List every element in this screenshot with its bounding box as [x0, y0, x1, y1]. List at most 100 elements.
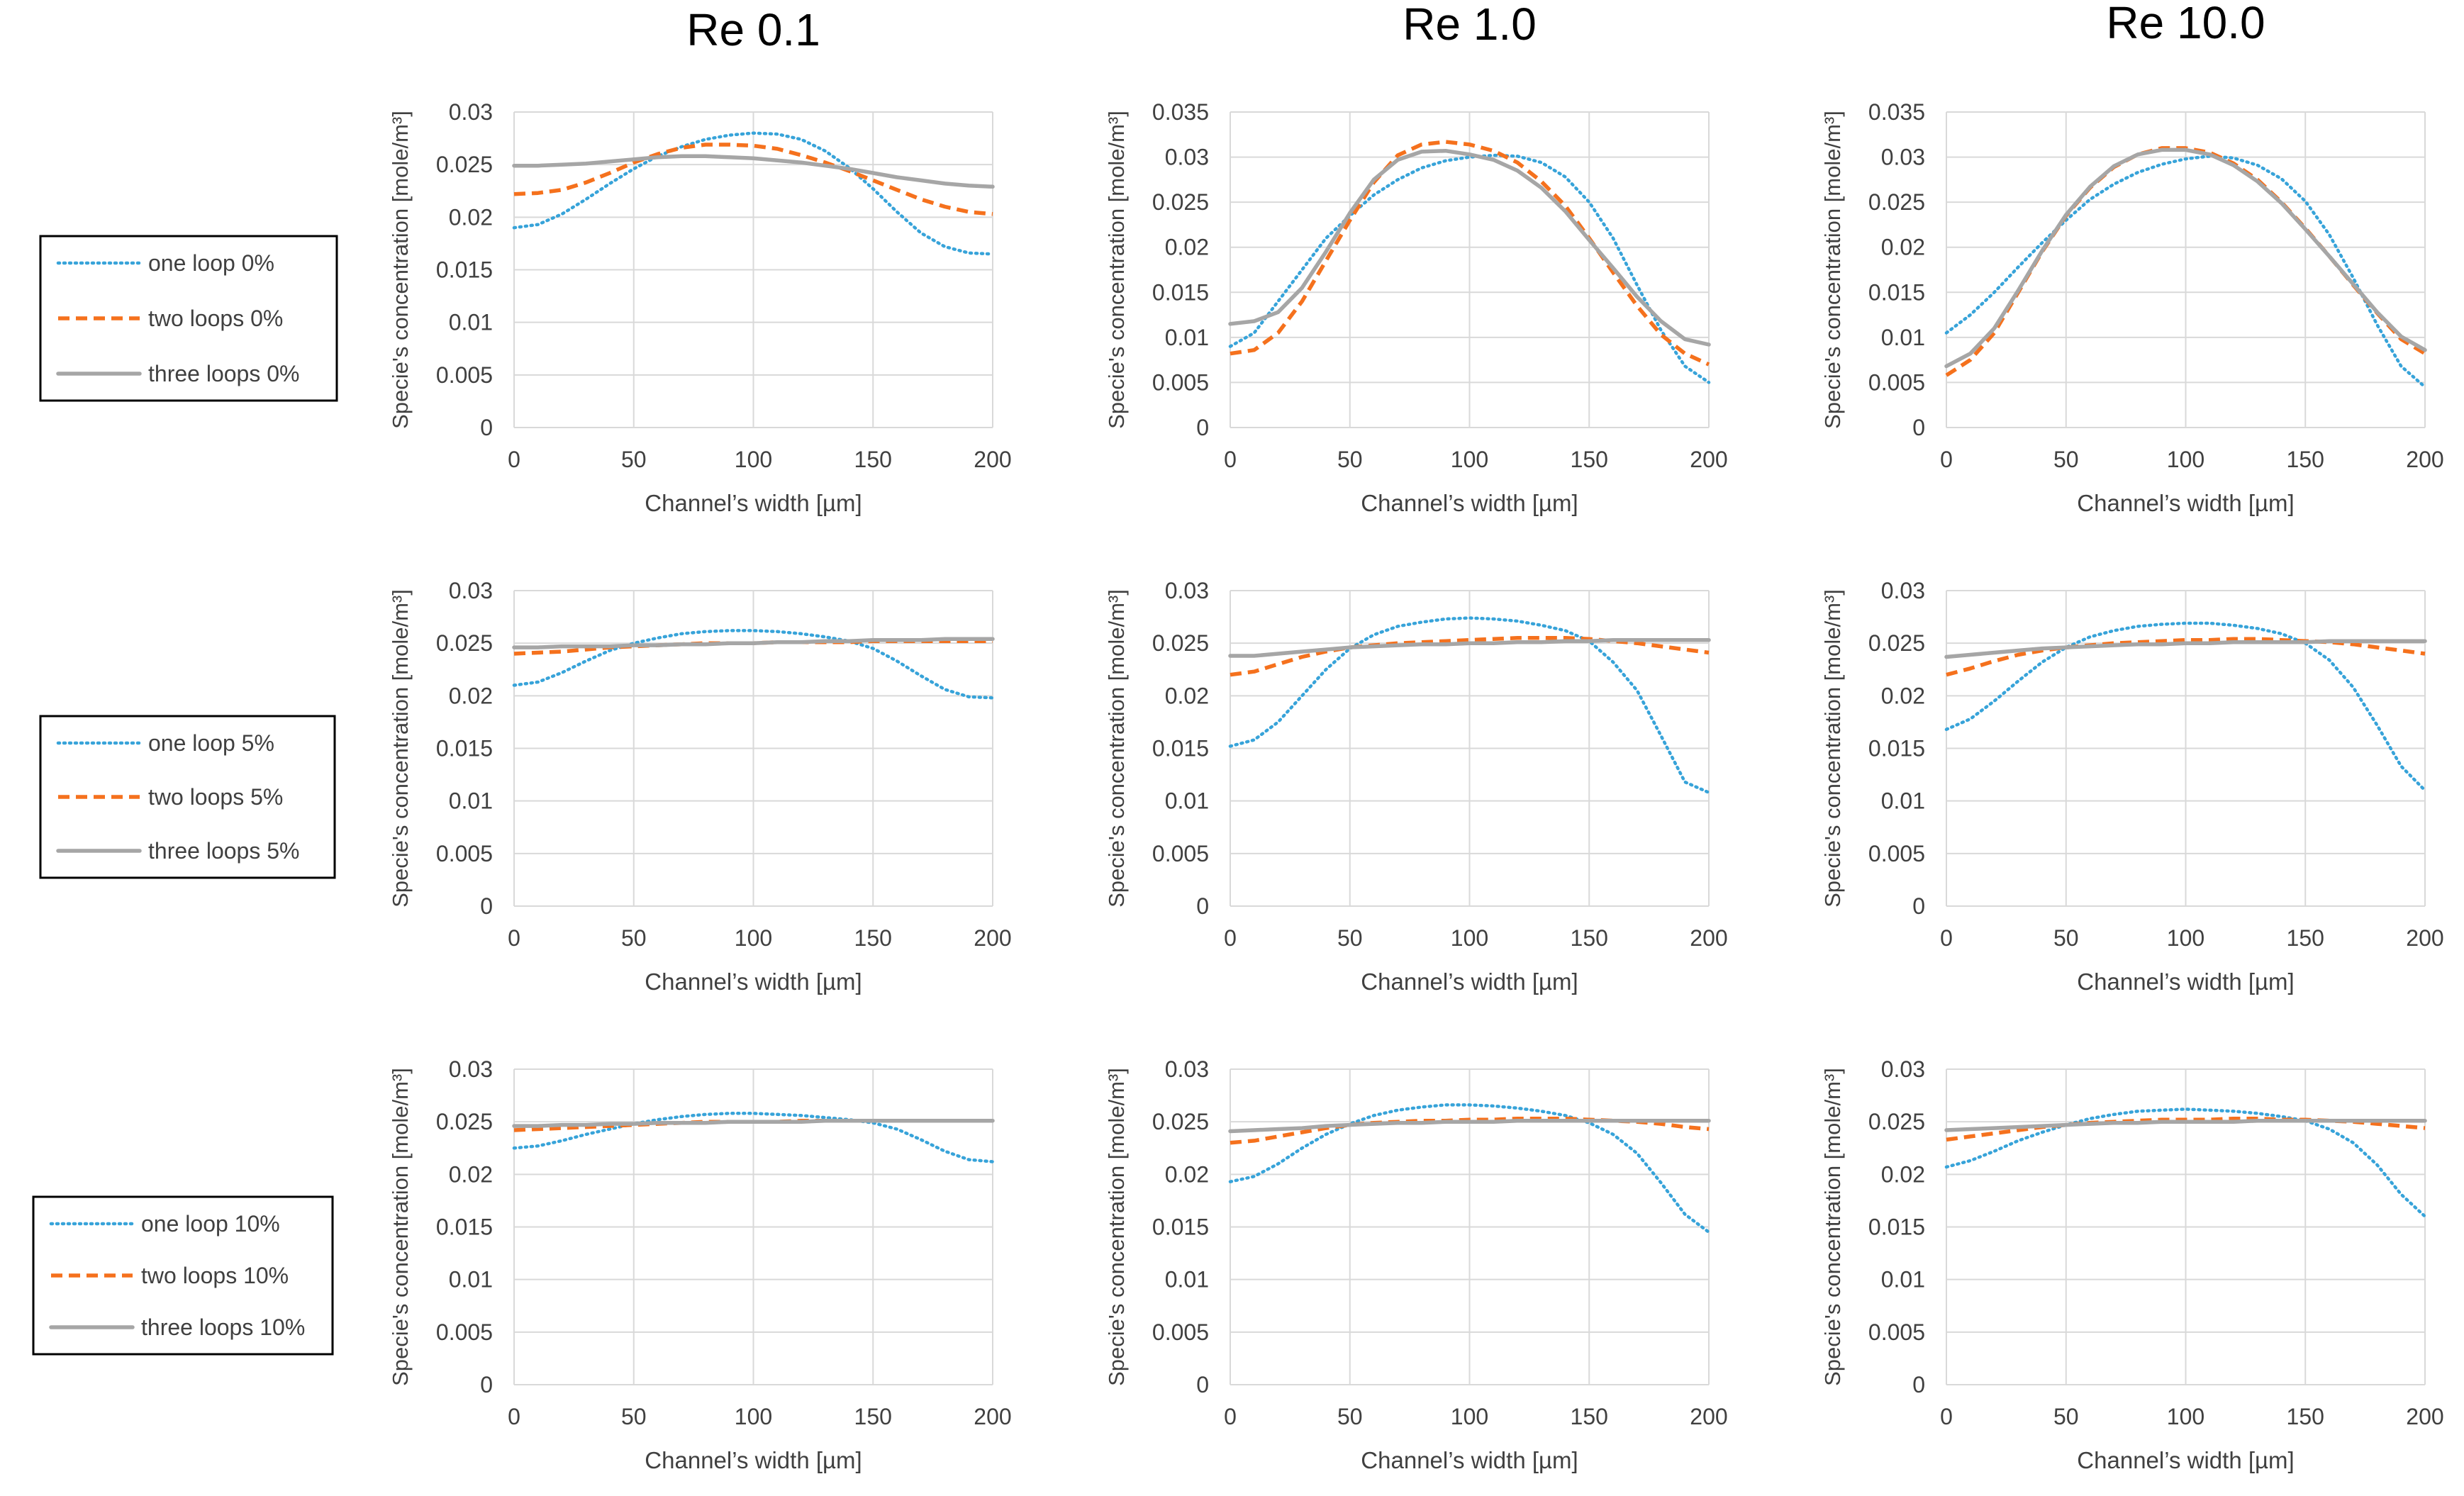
series-line-one-loop [1228, 153, 1711, 384]
y-tick-label: 0.035 [1868, 99, 1925, 125]
x-tick-label: 50 [1337, 1404, 1363, 1429]
x-tick-label: 0 [508, 447, 520, 472]
series-line-three-loops [512, 1118, 995, 1128]
x-tick-label: 100 [1451, 925, 1488, 951]
y-tick-label: 0.025 [436, 1109, 493, 1134]
y-tick-label: 0.015 [436, 1215, 493, 1240]
series-line-one-loop [1944, 155, 2427, 389]
y-tick-label: 0.01 [449, 788, 493, 814]
y-tick-label: 0.005 [436, 841, 493, 866]
x-tick-label: 0 [508, 925, 520, 951]
series-line-three-loops [1944, 639, 2427, 659]
y-tick-label: 0.025 [1152, 189, 1209, 215]
x-tick-label: 150 [1571, 925, 1608, 951]
x-tick-label: 100 [735, 925, 772, 951]
y-tick-label: 0.03 [1881, 1056, 1925, 1082]
series-line-three-loops [1228, 148, 1711, 347]
series-line-three-loops [512, 154, 995, 189]
y-tick-label: 0 [1912, 1372, 1925, 1397]
x-tick-label: 50 [621, 925, 647, 951]
x-tick-label: 50 [1337, 925, 1363, 951]
legend-label: one loop 10% [141, 1211, 280, 1237]
x-tick-label: 0 [1224, 1404, 1237, 1429]
x-axis-title: Channel’s width [µm] [1361, 1447, 1578, 1473]
column-title: Re 0.1 [686, 4, 820, 55]
chart-row1-col1: 0 50 100 150 200 0 0.005 0.01 0.015 0.02 0.025 0.03… [388, 99, 1012, 516]
column-title: Re 10.0 [2106, 0, 2265, 48]
y-tick-label: 0.035 [1152, 99, 1209, 125]
chart-row1-col2: 0 50 100 150 200 0 0.005 0.01 0.015 0.02 0.025 0.03… [1104, 99, 1728, 516]
x-axis-title: Channel’s width [µm] [2077, 490, 2294, 516]
y-tick-label: 0.005 [1152, 369, 1209, 395]
legend-label: three loops 10% [141, 1314, 305, 1340]
y-tick-label: 0.005 [1868, 1319, 1925, 1345]
y-tick-label: 0.03 [449, 1056, 493, 1082]
x-tick-label: 200 [974, 1404, 1011, 1429]
x-tick-label: 0 [1940, 1404, 1953, 1429]
y-tick-label: 0.005 [1152, 1319, 1209, 1345]
x-axis-title: Channel’s width [µm] [645, 969, 862, 995]
legend-label: one loop 5% [148, 730, 274, 756]
y-axis-title: Specie's concentration [mole/m³] [388, 111, 413, 429]
y-tick-label: 0 [1196, 893, 1209, 919]
legend-label: two loops 10% [141, 1263, 289, 1288]
y-axis-title: Specie's concentration [mole/m³] [1820, 111, 1845, 429]
y-tick-label: 0 [480, 415, 493, 440]
chart-row3-col2: 0 50 100 150 200 0 0.005 0.01 0.015 0.02 0.025 0.03… [1104, 1056, 1728, 1473]
series-line-two-loops [1230, 140, 1710, 367]
chart-row3-col3: 0 50 100 150 200 0 0.005 0.01 0.015 0.02 0.025 0.03… [1820, 1056, 2444, 1473]
x-axis-title: Channel’s width [µm] [2077, 969, 2294, 995]
x-tick-label: 150 [854, 447, 892, 472]
x-tick-label: 200 [2406, 925, 2443, 951]
y-tick-label: 0.02 [1165, 683, 1209, 708]
x-tick-label: 150 [854, 1404, 892, 1429]
y-tick-label: 0.015 [436, 257, 493, 283]
y-tick-label: 0.03 [449, 578, 493, 603]
x-tick-label: 100 [2167, 447, 2204, 472]
x-axis-title: Channel’s width [µm] [1361, 969, 1578, 995]
y-tick-label: 0.025 [436, 152, 493, 177]
y-tick-label: 0 [480, 1372, 493, 1397]
y-tick-label: 0.015 [1152, 736, 1209, 761]
x-axis-title: Channel’s width [µm] [2077, 1447, 2294, 1473]
y-tick-label: 0.025 [1152, 630, 1209, 656]
x-axis-title: Channel’s width [µm] [645, 1447, 862, 1473]
x-tick-label: 100 [1451, 447, 1488, 472]
y-tick-label: 0.015 [436, 736, 493, 761]
y-axis-title: Specie's concentration [mole/m³] [1820, 1068, 1845, 1386]
x-tick-label: 200 [974, 447, 1011, 472]
y-axis-title: Specie's concentration [mole/m³] [1820, 589, 1845, 908]
x-tick-label: 50 [2053, 1404, 2079, 1429]
x-tick-label: 50 [2053, 447, 2079, 472]
series-line-three-loops [1944, 147, 2427, 369]
y-tick-label: 0.005 [436, 1319, 493, 1345]
x-tick-label: 200 [1690, 925, 1727, 951]
y-tick-label: 0 [1196, 1372, 1209, 1397]
series-line-one-loop [1228, 1103, 1711, 1234]
y-tick-label: 0.025 [436, 630, 493, 656]
legend-row2: one loop 5% two loops 5% three loops 5% [39, 715, 336, 879]
y-axis-title: Specie's concentration [mole/m³] [1104, 111, 1129, 429]
legend-label: three loops 0% [148, 361, 299, 386]
x-tick-label: 150 [2287, 447, 2324, 472]
series-line-three-loops [512, 637, 995, 649]
y-axis-title: Specie's concentration [mole/m³] [388, 1068, 413, 1386]
y-tick-label: 0.03 [1165, 578, 1209, 603]
x-tick-label: 0 [1224, 925, 1237, 951]
y-tick-label: 0 [480, 893, 493, 919]
y-tick-label: 0.02 [1881, 235, 1925, 260]
chart-row3-col1: 0 50 100 150 200 0 0.005 0.01 0.015 0.02 0.025 0.03… [388, 1056, 1012, 1473]
x-tick-label: 200 [2406, 1404, 2443, 1429]
series-line-one-loop [1944, 1107, 2427, 1218]
y-tick-label: 0 [1912, 893, 1925, 919]
series-line-one-loop [512, 131, 995, 256]
y-tick-label: 0.01 [1881, 788, 1925, 814]
series-line-one-loop [1944, 621, 2427, 793]
y-tick-label: 0.005 [1152, 841, 1209, 866]
series-line-three-loops [1228, 1118, 1711, 1134]
x-tick-label: 150 [2287, 1404, 2324, 1429]
y-tick-label: 0.015 [1868, 1215, 1925, 1240]
legend-label: one loop 0% [148, 250, 274, 276]
y-tick-label: 0.02 [1881, 683, 1925, 708]
